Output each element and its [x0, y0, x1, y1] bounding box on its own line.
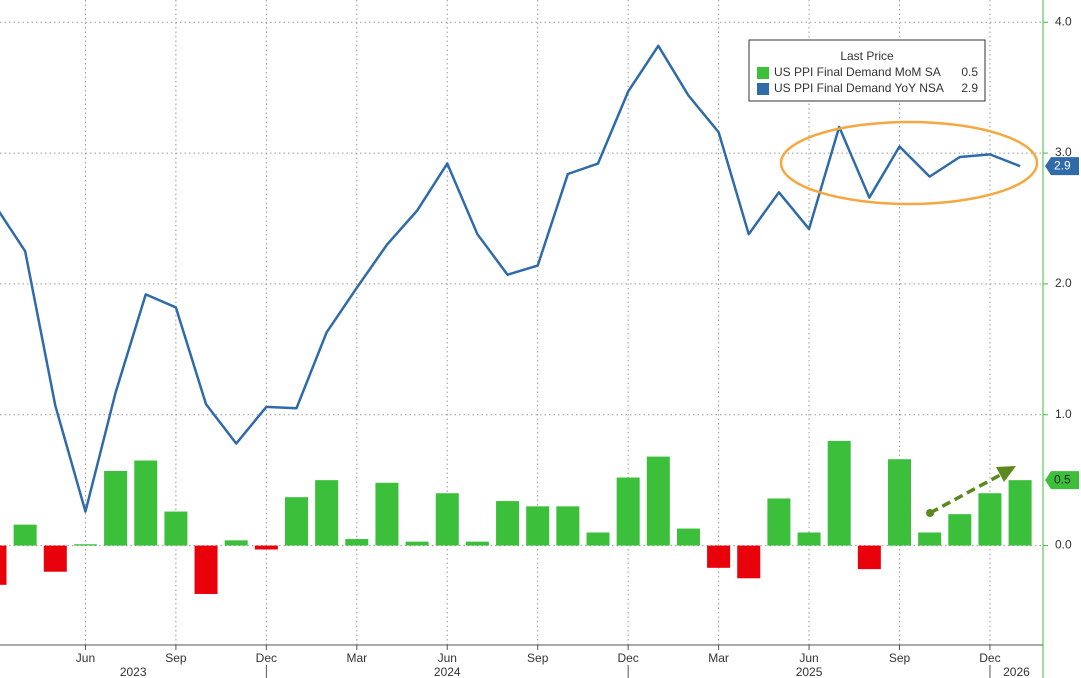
bar: [0, 545, 7, 585]
legend-swatch: [757, 67, 769, 79]
y-tick-label: 1.0: [1055, 407, 1072, 421]
bar: [73, 544, 97, 546]
bar: [827, 440, 851, 546]
x-tick-label: Sep: [889, 651, 911, 665]
legend-box: [748, 39, 986, 102]
trend-arrow: [926, 466, 1016, 517]
x-tick-label: Sep: [165, 651, 187, 665]
bar: [978, 493, 1002, 546]
bar: [104, 470, 128, 546]
x-tick-label: Jun: [438, 651, 457, 665]
year-label: 2024: [434, 665, 461, 678]
bar: [13, 524, 37, 546]
bar: [285, 497, 308, 546]
year-label: 2025: [796, 665, 823, 678]
value-tag-label: 0.5: [1054, 472, 1071, 486]
legend-swatch: [757, 83, 769, 95]
bar: [164, 511, 188, 546]
bar: [315, 480, 339, 546]
y-tick-label: 0.0: [1055, 538, 1072, 552]
bar: [556, 506, 580, 546]
legend-title: Last Price: [840, 49, 894, 63]
bar: [435, 493, 459, 546]
x-tick-label: Dec: [979, 651, 1000, 665]
bar: [465, 541, 489, 546]
legend-label: US PPI Final Demand MoM SA: [774, 65, 941, 79]
x-tick-label: Jun: [76, 651, 95, 665]
bar: [134, 460, 158, 546]
bar: [345, 539, 369, 546]
bar: [254, 545, 278, 550]
legend: Last Price US PPI Final Demand MoM SA 0.5…: [748, 39, 986, 102]
bar: [918, 532, 942, 546]
bar: [526, 506, 550, 546]
x-tick-label: Dec: [256, 651, 277, 665]
legend-label: US PPI Final Demand YoY NSA: [774, 81, 944, 95]
x-tick-label: Mar: [708, 651, 729, 665]
year-label: 2023: [120, 665, 147, 678]
bar: [888, 459, 911, 546]
y-tick-label: 4.0: [1055, 14, 1072, 28]
x-tick-label: Sep: [527, 651, 549, 665]
bar: [948, 514, 972, 546]
line: [0, 44, 1021, 513]
bar: [616, 477, 640, 546]
legend-value: 0.5: [961, 65, 978, 79]
bar: [676, 528, 700, 546]
bar: [857, 545, 881, 570]
bar: [1008, 480, 1032, 546]
value-tag: [1045, 157, 1079, 176]
year-label: 2026: [1003, 665, 1030, 678]
bar: [405, 541, 429, 546]
bar: [194, 545, 218, 594]
x-tick-label: Jun: [799, 651, 818, 665]
bar: [586, 532, 610, 546]
value-tag-label: 2.9: [1054, 158, 1071, 172]
bar: [707, 545, 731, 568]
bar: [767, 498, 791, 546]
bar: [646, 456, 670, 546]
bar: [375, 482, 399, 546]
value-tag: [1045, 471, 1079, 490]
x-tick-label: Mar: [346, 651, 367, 665]
legend-value: 2.9: [961, 81, 978, 95]
x-tick-label: Dec: [617, 651, 638, 665]
bar: [43, 545, 67, 572]
bar: [224, 540, 248, 546]
y-tick-label: 3.0: [1055, 145, 1072, 159]
highlight-ellipse: [779, 120, 1039, 206]
bar: [737, 545, 761, 579]
marks: [0, 44, 1032, 594]
y-tick-label: 2.0: [1055, 276, 1072, 290]
bar: [797, 532, 821, 546]
bar: [496, 501, 520, 546]
